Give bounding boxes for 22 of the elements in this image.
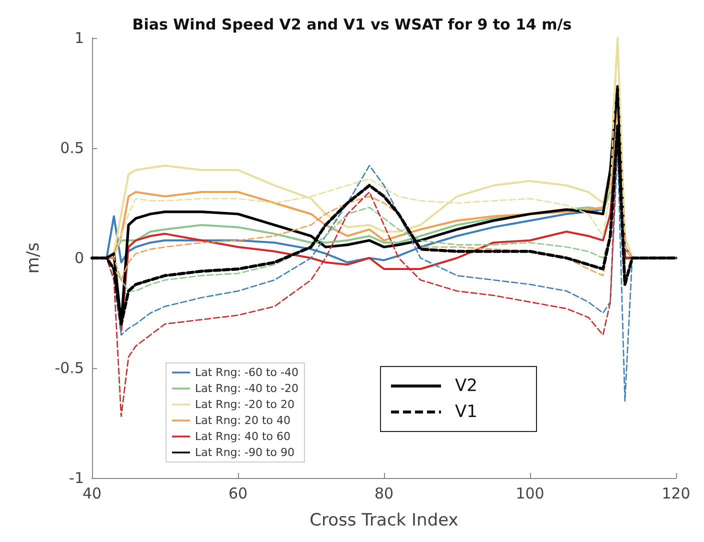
y-tick-label: 1 <box>74 29 84 47</box>
y-axis-title: m/s <box>24 242 44 274</box>
x-tick-label: 40 <box>82 484 102 502</box>
annotation: V1 <box>455 402 478 422</box>
chart-title: Bias Wind Speed V2 and V1 vs WSAT for 9 to 14 m/s <box>132 16 572 34</box>
style-key: V2 V1 <box>380 366 537 432</box>
x-tick-label: 60 <box>228 484 248 502</box>
y-tick-label: -0.5 <box>54 359 84 377</box>
x-axis-title: Cross Track Index <box>310 510 458 530</box>
legend-label: Lat Rng: -60 to -40 <box>195 366 298 379</box>
legend-label: Lat Rng: 20 to 40 <box>195 414 291 427</box>
legend-label: Lat Rng: 40 to 60 <box>195 430 291 443</box>
y-tick-label: 0 <box>74 249 84 267</box>
x-tick-label: 100 <box>516 484 544 502</box>
annotation: V2 <box>455 376 478 396</box>
x-tick-label: 80 <box>374 484 394 502</box>
legend-label: Lat Rng: -40 to -20 <box>195 382 298 395</box>
x-tick-label: 120 <box>662 484 690 502</box>
legend-label: Lat Rng: -20 to 20 <box>195 398 294 411</box>
legend-label: Lat Rng: -90 to 90 <box>195 446 294 459</box>
y-tick-label: -1 <box>69 469 84 487</box>
y-tick-label: 0.5 <box>60 139 84 157</box>
